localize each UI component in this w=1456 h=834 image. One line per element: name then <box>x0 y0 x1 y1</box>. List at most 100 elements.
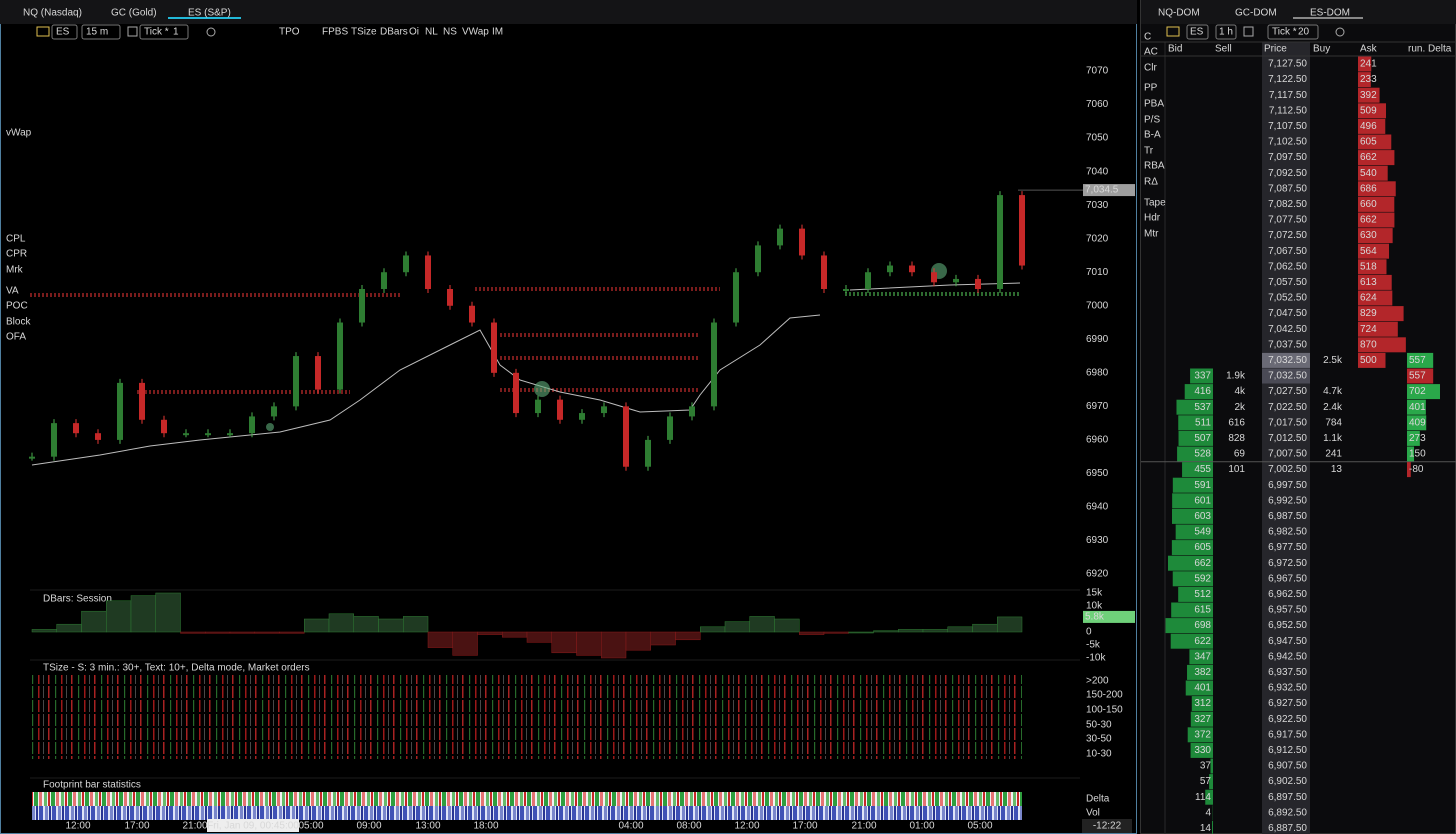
toolbar-button[interactable]: FPBS <box>322 27 348 38</box>
dom-side-button[interactable]: AC <box>1144 47 1158 58</box>
interval-box[interactable] <box>81 24 121 40</box>
dom-column-header: Bid <box>1168 44 1182 55</box>
toolbar-button[interactable]: Oi <box>409 27 419 38</box>
tool[interactable]: Mrk <box>6 265 24 276</box>
checkbox[interactable] <box>1243 26 1254 37</box>
toolbar-button[interactable]: DBars <box>380 27 408 38</box>
tool[interactable]: POC <box>6 301 28 312</box>
dom-bid: 601 <box>1194 495 1211 506</box>
ask-bar <box>1358 274 1392 290</box>
toolbar-button[interactable]: TSize <box>351 27 377 38</box>
dom-side-button[interactable]: RΔ <box>1144 177 1158 188</box>
x-tick-label: 17:00 <box>792 821 817 832</box>
dom-price: 6,982.50 <box>1268 527 1307 538</box>
dom-buy: 784 <box>1325 417 1342 428</box>
dom-bid: 528 <box>1194 449 1211 460</box>
bid-bar <box>1209 774 1213 790</box>
toolbar-button[interactable]: NS <box>443 27 457 38</box>
ask-bar <box>1358 87 1380 103</box>
dbar <box>502 631 528 638</box>
dom-price: 7,017.50 <box>1268 417 1307 428</box>
dbar <box>774 618 800 633</box>
dbars-tick-label: 15k <box>1086 588 1103 599</box>
dom-side-button[interactable]: P/S <box>1144 115 1160 126</box>
toolbar-button[interactable]: NL <box>425 27 438 38</box>
dom-interval: 1 h <box>1219 27 1233 38</box>
ask-bar <box>1358 103 1386 119</box>
folder-icon[interactable] <box>36 26 50 37</box>
tab[interactable]: GC (Gold) <box>111 8 157 19</box>
y-tick-label: 7060 <box>1086 99 1109 110</box>
tool[interactable]: Block <box>6 317 31 328</box>
candle <box>843 288 849 291</box>
x-tick-label: 21:00 <box>182 821 207 832</box>
dom-side-button[interactable]: B-A <box>1144 130 1161 141</box>
dom-tab[interactable]: NQ-DOM <box>1158 8 1200 19</box>
tick-box[interactable] <box>139 24 189 40</box>
tool[interactable]: VA <box>6 286 19 297</box>
dom-bid: 401 <box>1194 683 1211 694</box>
symbol-box[interactable] <box>51 24 78 40</box>
tick-label: Tick * <box>144 27 169 38</box>
dom-bid: 592 <box>1194 573 1211 584</box>
checkbox[interactable] <box>127 26 138 37</box>
toolbar-button[interactable]: IM <box>492 27 503 38</box>
dom-bid: 4 <box>1205 807 1211 818</box>
dbar <box>378 618 404 633</box>
toolbar-button[interactable]: TPO <box>279 27 300 38</box>
folder-icon[interactable] <box>1166 26 1180 37</box>
dom-price: 6,902.50 <box>1268 776 1307 787</box>
dom-bid: 382 <box>1194 667 1211 678</box>
dom-ask: 613 <box>1360 277 1377 288</box>
dom-side-button[interactable]: C <box>1144 32 1151 43</box>
tool[interactable]: vWap <box>6 128 32 139</box>
dbar <box>898 629 924 633</box>
tab[interactable]: NQ (Nasdaq) <box>23 8 82 19</box>
dom-bid: 14 <box>1200 823 1212 834</box>
candle <box>425 255 431 289</box>
delta-bar <box>1407 430 1420 446</box>
dom-side-button[interactable]: Tape <box>1144 198 1166 209</box>
dom-ask: 605 <box>1360 137 1377 148</box>
dom-price: 6,897.50 <box>1268 792 1307 803</box>
dom-side-button[interactable]: Tr <box>1144 146 1154 157</box>
ask-bar <box>1358 56 1372 72</box>
toolbar-button[interactable]: VWap <box>462 27 489 38</box>
tab[interactable]: ES (S&P) <box>188 8 231 19</box>
dom-side-button[interactable]: Clr <box>1144 63 1157 74</box>
dom-bid: 605 <box>1194 542 1211 553</box>
dom-side-button[interactable]: Mtr <box>1144 229 1159 240</box>
dbar <box>650 631 676 646</box>
tsize-title: TSize - S: 3 min.: 30+, Text: 10+, Delta… <box>43 663 310 674</box>
y-tick-label: 7030 <box>1086 200 1109 211</box>
tool[interactable]: CPR <box>6 249 27 260</box>
candle <box>535 399 541 414</box>
dom-interval-box[interactable] <box>1215 24 1237 40</box>
dom-side-button[interactable]: RBA <box>1144 161 1165 172</box>
candle <box>249 416 255 434</box>
dom-side-button[interactable]: PP <box>1144 83 1158 94</box>
dom-tick-box[interactable] <box>1267 24 1319 40</box>
dom-sell: 2k <box>1234 402 1246 413</box>
dbar <box>551 631 577 654</box>
dom-tab[interactable]: GC-DOM <box>1235 8 1277 19</box>
dom-ask: 233 <box>1360 74 1377 85</box>
settings-icon[interactable] <box>1335 27 1345 37</box>
x-tick-label: Fri, Jan 09, 00:45:00 <box>207 821 299 832</box>
dom-tab[interactable]: ES-DOM <box>1310 8 1350 19</box>
y-tick-label: 7040 <box>1086 166 1109 177</box>
dom-price: 7,007.50 <box>1268 449 1307 460</box>
tool[interactable]: CPL <box>6 234 26 245</box>
dom-symbol-box[interactable] <box>1186 24 1209 40</box>
dom-side-button[interactable]: PBA <box>1144 99 1164 110</box>
dom-price: 6,967.50 <box>1268 573 1307 584</box>
delta-bar <box>1407 352 1434 368</box>
tool[interactable]: OFA <box>6 332 26 343</box>
dom-price: 7,112.50 <box>1269 105 1308 116</box>
dom-side-button[interactable]: Hdr <box>1144 213 1161 224</box>
candle <box>909 265 915 273</box>
dom-ask: 496 <box>1360 121 1377 132</box>
settings-icon[interactable] <box>206 27 216 37</box>
dom-delta: 409 <box>1409 417 1426 428</box>
